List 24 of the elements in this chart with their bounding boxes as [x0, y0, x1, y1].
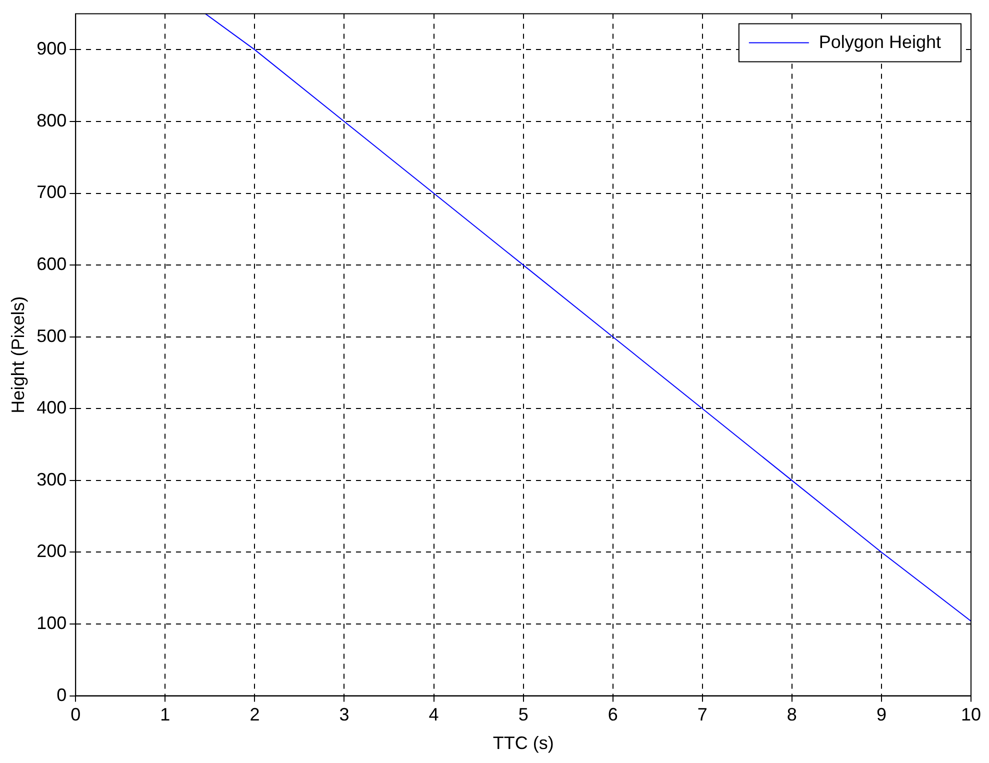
x-tick-label: 7	[697, 704, 708, 725]
x-tick-label: 8	[786, 704, 797, 725]
x-tick-label: 5	[518, 704, 528, 725]
y-tick-label: 600	[36, 254, 67, 274]
x-axis-title: TTC (s)	[492, 733, 554, 754]
x-tick-label: 0	[70, 704, 81, 725]
y-tick-label: 500	[36, 326, 67, 346]
y-tick-label: 200	[36, 541, 67, 562]
x-tick-label: 6	[608, 704, 618, 725]
legend-label: Polygon Height	[818, 32, 942, 52]
y-tick-label: 300	[36, 469, 67, 490]
x-tick-label: 2	[250, 704, 260, 725]
y-tick-label: 900	[36, 38, 67, 59]
x-tick-label: 1	[160, 704, 170, 725]
x-tick-label: 4	[428, 704, 439, 725]
x-tick-label: 3	[339, 704, 350, 725]
y-tick-label: 400	[36, 398, 67, 418]
y-tick-label: 0	[56, 684, 67, 705]
y-tick-label: 100	[36, 612, 67, 633]
x-tick-label: 9	[876, 704, 886, 725]
y-tick-label: 800	[36, 110, 67, 130]
x-tick-label: 10	[960, 704, 982, 725]
y-axis-title: Height (Pixels)	[8, 296, 28, 414]
y-tick-label: 700	[36, 182, 67, 202]
